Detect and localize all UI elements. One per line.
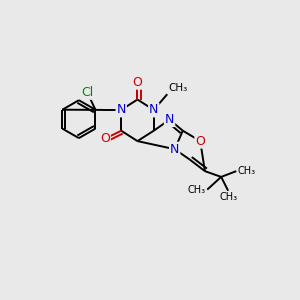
Text: CH₃: CH₃ <box>168 83 188 93</box>
Text: N: N <box>165 113 174 126</box>
Text: O: O <box>133 76 142 89</box>
Text: CH₃: CH₃ <box>219 192 237 202</box>
Text: N: N <box>170 143 179 156</box>
Text: CH₃: CH₃ <box>188 184 206 195</box>
Text: Cl: Cl <box>81 86 93 99</box>
Text: N: N <box>149 103 158 116</box>
Text: O: O <box>195 135 205 148</box>
Text: CH₃: CH₃ <box>238 166 256 176</box>
Text: O: O <box>100 132 110 145</box>
Text: N: N <box>116 103 126 116</box>
